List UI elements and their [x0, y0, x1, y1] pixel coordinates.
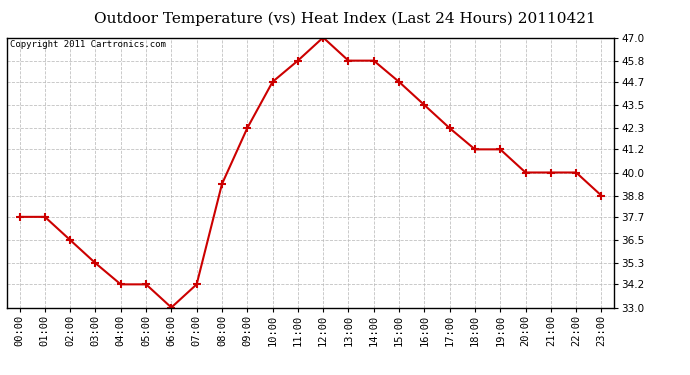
Text: Copyright 2011 Cartronics.com: Copyright 2011 Cartronics.com — [10, 40, 166, 49]
Text: Outdoor Temperature (vs) Heat Index (Last 24 Hours) 20110421: Outdoor Temperature (vs) Heat Index (Las… — [94, 11, 596, 26]
